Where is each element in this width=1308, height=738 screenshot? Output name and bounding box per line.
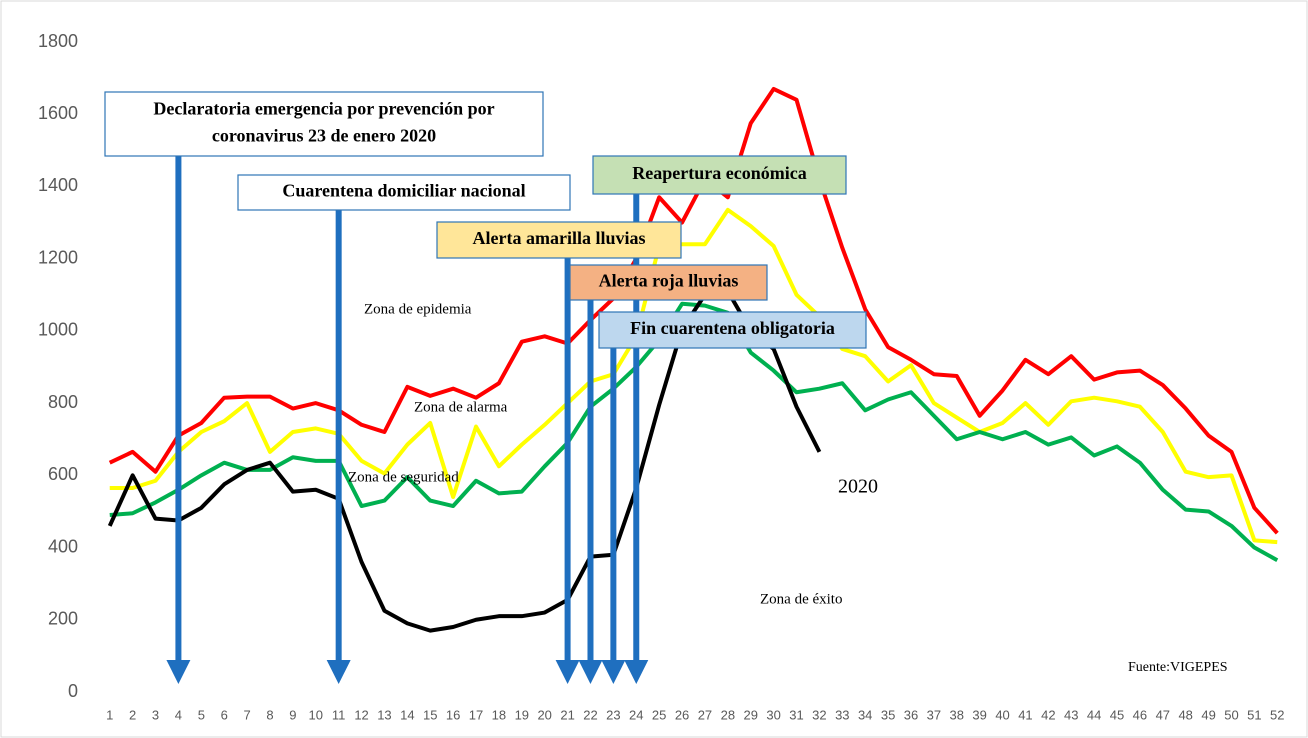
x-tick-label: 21 — [560, 707, 574, 722]
y-tick-label: 1800 — [38, 31, 78, 51]
zone-label: Zona de seguridad — [348, 469, 459, 485]
y-tick-label: 0 — [68, 681, 78, 701]
x-tick-label: 44 — [1087, 707, 1101, 722]
y-tick-label: 200 — [48, 609, 78, 629]
x-tick-label: 45 — [1110, 707, 1124, 722]
annotation-text: Alerta amarilla lluvias — [473, 228, 646, 248]
x-tick-label: 15 — [423, 707, 437, 722]
x-tick-label: 36 — [904, 707, 918, 722]
x-tick-label: 7 — [243, 707, 250, 722]
x-tick-label: 25 — [652, 707, 666, 722]
y-tick-label: 600 — [48, 464, 78, 484]
zone-label: Zona de epidemia — [364, 301, 472, 317]
x-tick-label: 16 — [446, 707, 460, 722]
x-tick-label: 38 — [950, 707, 964, 722]
source-note: Fuente:VIGEPES — [1128, 660, 1228, 675]
series-line — [109, 207, 1278, 545]
x-tick-label: 49 — [1201, 707, 1215, 722]
x-tick-label: 30 — [766, 707, 780, 722]
x-tick-label: 35 — [881, 707, 895, 722]
x-tick-label: 13 — [377, 707, 391, 722]
annotation-box — [569, 264, 768, 301]
series-line — [108, 86, 1279, 535]
zone-label: Zona de éxito — [760, 591, 842, 607]
x-tick-label: 26 — [675, 707, 689, 722]
x-tick-label: 4 — [175, 707, 182, 722]
y-tick-label: 1600 — [38, 103, 78, 123]
y-tick-label: 800 — [48, 392, 78, 412]
x-tick-label: 31 — [789, 707, 803, 722]
x-tick-label: 9 — [289, 707, 296, 722]
x-tick-label: 40 — [995, 707, 1009, 722]
x-tick-label: 2 — [129, 707, 136, 722]
annotation-box — [237, 174, 571, 211]
x-tick-label: 33 — [835, 707, 849, 722]
annotation-text: Declaratoria emergencia por prevención p… — [153, 99, 494, 119]
annotation-box — [104, 91, 544, 157]
x-tick-label: 22 — [583, 707, 597, 722]
x-tick-label: 48 — [1178, 707, 1192, 722]
x-tick-label: 17 — [469, 707, 483, 722]
x-tick-label: 3 — [152, 707, 159, 722]
y-tick-label: 400 — [48, 536, 78, 556]
x-tick-label: 8 — [266, 707, 273, 722]
x-tick-label: 46 — [1133, 707, 1147, 722]
x-tick-label: 42 — [1041, 707, 1055, 722]
x-tick-label: 23 — [606, 707, 620, 722]
annotation-box — [436, 221, 682, 259]
annotation-text: Fin cuarentena obligatoria — [630, 318, 835, 338]
series-label: 2020 — [838, 476, 878, 498]
annotation-text: coronavirus 23 de enero 2020 — [212, 126, 436, 146]
x-tick-label: 6 — [221, 707, 228, 722]
series-line — [109, 301, 1279, 562]
x-tick-label: 1 — [106, 707, 113, 722]
annotation-box — [592, 155, 847, 195]
x-tick-label: 34 — [858, 707, 872, 722]
y-tick-label: 1200 — [38, 247, 78, 267]
x-tick-label: 10 — [309, 707, 323, 722]
x-tick-label: 12 — [354, 707, 368, 722]
annotation-text: Reapertura económica — [632, 163, 806, 183]
x-tick-label: 20 — [537, 707, 551, 722]
x-tick-label: 50 — [1224, 707, 1238, 722]
x-tick-label: 28 — [721, 707, 735, 722]
x-tick-label: 27 — [698, 707, 712, 722]
x-tick-label: 43 — [1064, 707, 1078, 722]
x-tick-label: 32 — [812, 707, 826, 722]
annotation-text: Cuarentena domiciliar nacional — [282, 181, 525, 201]
x-tick-label: 52 — [1270, 707, 1284, 722]
annotation-text: Alerta roja lluvias — [599, 271, 739, 291]
y-tick-label: 1000 — [38, 320, 78, 340]
x-tick-label: 14 — [400, 707, 414, 722]
x-tick-label: 37 — [927, 707, 941, 722]
x-tick-label: 11 — [332, 707, 346, 722]
x-tick-label: 19 — [515, 707, 529, 722]
x-tick-label: 41 — [1018, 707, 1032, 722]
x-tick-label: 51 — [1247, 707, 1261, 722]
x-tick-label: 39 — [972, 707, 986, 722]
x-tick-label: 47 — [1156, 707, 1170, 722]
zone-label: Zona de alarma — [414, 399, 508, 415]
y-tick-label: 1400 — [38, 175, 78, 195]
x-tick-label: 24 — [629, 707, 643, 722]
x-tick-label: 5 — [198, 707, 205, 722]
annotation-box — [598, 311, 867, 349]
x-tick-label: 29 — [743, 707, 757, 722]
x-tick-label: 18 — [492, 707, 506, 722]
